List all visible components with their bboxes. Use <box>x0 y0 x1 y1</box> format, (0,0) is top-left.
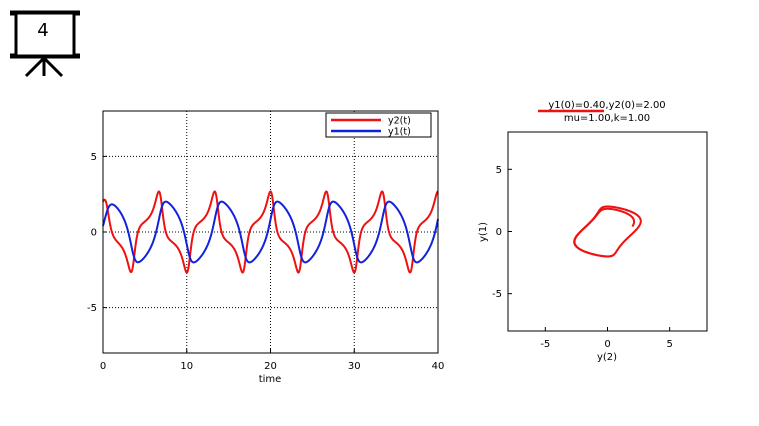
plot-frame <box>507 131 708 332</box>
grid <box>103 111 438 353</box>
x-tick-label: 20 <box>264 361 277 372</box>
presentation-screen-icon <box>10 10 80 78</box>
series-lines <box>102 190 439 274</box>
x-tick-label: 0 <box>100 361 106 372</box>
x-axis-label: time <box>259 374 282 385</box>
chart-title-line2: mu=1.00,k=1.00 <box>564 113 650 124</box>
phase-curve <box>573 205 642 258</box>
x-tick-label: -5 <box>540 339 550 350</box>
y-tick-label: -5 <box>492 289 502 300</box>
slide-number-badge: 4 <box>8 8 84 80</box>
y-tick-label: 0 <box>91 228 97 239</box>
y-axis-label: y(1) <box>478 222 489 242</box>
series-line-y2 <box>102 190 439 274</box>
x-tick-label: 0 <box>604 339 610 350</box>
x-tick-label: 40 <box>432 361 445 372</box>
x-axis-label: y(2) <box>597 352 617 363</box>
phase-curve-line <box>573 205 642 258</box>
x-tick-label: 5 <box>667 339 673 350</box>
legend-label-y1: y1(t) <box>388 127 411 138</box>
legend-label-y2: y2(t) <box>388 116 411 127</box>
y-tick-label: 5 <box>91 152 97 163</box>
x-tick-label: 10 <box>180 361 193 372</box>
x-tick-label: 30 <box>348 361 361 372</box>
y-tick-label: -5 <box>87 303 97 314</box>
chart-title-line1: y1(0)=0.40,y2(0)=2.00 <box>548 100 665 111</box>
y-tick-label: 5 <box>496 165 502 176</box>
slide-number: 4 <box>37 20 49 41</box>
axis-ticks: -5 0 5 5 0 -5 <box>492 165 673 350</box>
y-tick-label: 0 <box>496 227 502 238</box>
legend: y2(t) y1(t) <box>325 112 432 138</box>
series-line-y1 <box>102 200 439 264</box>
